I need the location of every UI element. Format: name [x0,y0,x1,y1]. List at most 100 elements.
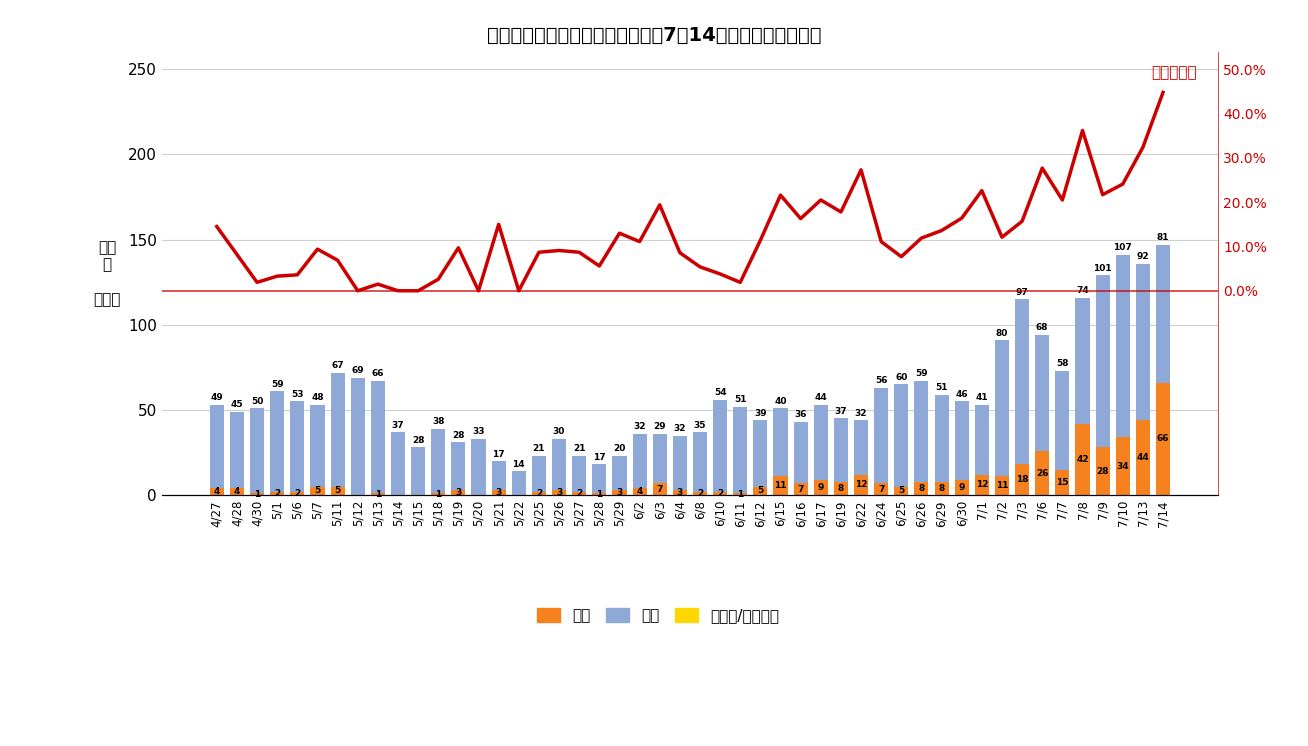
Text: 58: 58 [1056,360,1069,369]
Bar [552,439,566,490]
Text: 39: 39 [755,409,766,418]
Bar [471,439,485,495]
Bar [271,492,284,495]
Bar [572,456,586,492]
Text: 97: 97 [1016,288,1028,297]
Text: 35: 35 [693,421,706,430]
Bar [653,434,667,483]
Text: 5: 5 [899,486,904,495]
Text: 28: 28 [453,430,464,440]
Text: 12: 12 [976,480,988,489]
Bar [814,480,828,495]
Bar [370,493,385,495]
Bar [1096,275,1109,448]
Text: 107: 107 [1113,243,1133,252]
Text: 66: 66 [371,369,385,378]
Text: 49: 49 [211,393,224,402]
Text: 41: 41 [976,393,988,402]
Text: 33: 33 [472,427,485,436]
Text: 9: 9 [818,483,824,492]
Bar [351,377,365,495]
Text: 2: 2 [294,489,301,498]
Bar [874,388,888,483]
Bar [511,471,526,495]
Bar [1056,371,1070,469]
Text: 59: 59 [916,369,927,378]
Bar [693,492,708,495]
Bar [230,412,245,489]
Bar [432,429,445,493]
Text: 3: 3 [455,488,462,497]
Bar [532,492,545,495]
Bar [1075,424,1090,495]
Text: 20: 20 [613,445,625,454]
Text: 53: 53 [292,390,303,399]
Bar [794,422,808,483]
Bar [1015,299,1029,465]
Bar [794,483,808,495]
Text: 21: 21 [573,445,586,454]
Text: 21: 21 [532,445,545,454]
Text: 68: 68 [1036,324,1049,333]
Bar [955,480,969,495]
Bar [753,420,768,486]
Bar [1116,437,1130,495]
Bar [310,486,324,495]
Text: 9: 9 [959,483,965,492]
Text: 12: 12 [855,480,867,489]
Text: 80: 80 [995,328,1008,338]
Text: 新宿区検査スポット患者数推移（7月14日結果分まで反映）: 新宿区検査スポット患者数推移（7月14日結果分まで反映） [487,26,821,45]
Text: 74: 74 [1076,286,1088,295]
Text: 26: 26 [1036,468,1049,477]
Text: 42: 42 [1076,455,1088,464]
Bar [914,481,929,495]
Text: 44: 44 [1137,453,1150,463]
Text: 7: 7 [798,485,804,494]
Text: 5: 5 [757,486,764,495]
Bar [331,372,344,486]
Text: 38: 38 [432,417,445,426]
Text: 1: 1 [738,490,743,499]
Bar [1096,448,1109,495]
Text: 37: 37 [391,421,404,430]
Bar [492,461,506,490]
Bar [753,486,768,495]
Bar [1056,469,1070,495]
Text: 5: 5 [314,486,320,495]
Bar [230,489,245,495]
Text: 11: 11 [995,481,1008,490]
Bar [693,432,708,492]
Text: 66: 66 [1156,434,1169,443]
Bar [955,401,969,480]
Text: 48: 48 [311,393,324,402]
Bar [1156,245,1171,383]
Text: 51: 51 [734,395,747,404]
Y-axis label: 患者
数

（人）: 患者 数 （人） [93,240,120,307]
Bar [572,492,586,495]
Text: 28: 28 [1096,467,1109,476]
Bar [271,391,284,492]
Bar [209,489,224,495]
Bar [250,493,264,495]
Text: 44: 44 [815,393,827,402]
Bar [1075,298,1090,424]
Bar [974,474,989,495]
Text: 36: 36 [794,410,807,419]
Bar [451,490,466,495]
Bar [1015,465,1029,495]
Text: 37: 37 [835,407,848,416]
Bar [612,456,627,490]
Text: 2: 2 [576,489,582,498]
Text: 92: 92 [1137,252,1150,261]
Text: 5: 5 [335,486,340,495]
Text: 7: 7 [657,485,663,494]
Text: 40: 40 [774,397,787,406]
Text: 8: 8 [938,484,944,493]
Bar [552,490,566,495]
Bar [310,405,324,486]
Text: 56: 56 [875,376,887,385]
Bar [370,381,385,493]
Text: 32: 32 [855,409,867,418]
Text: 4: 4 [637,487,642,496]
Bar [773,477,787,495]
